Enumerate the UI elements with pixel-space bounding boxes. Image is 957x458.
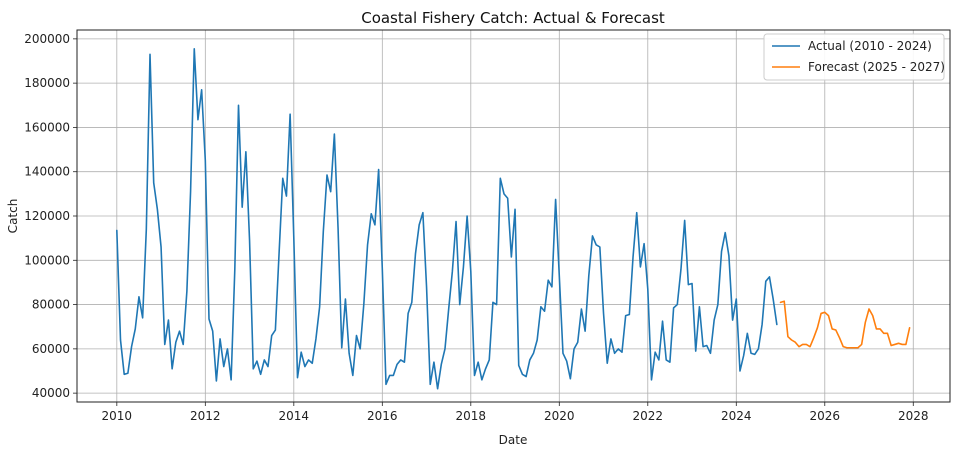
- y-tick-label: 100000: [24, 253, 70, 267]
- series-layer: [116, 48, 911, 390]
- x-tick-label: 2020: [544, 409, 575, 423]
- y-tick-label: 60000: [32, 342, 70, 356]
- y-axis: 40000 60000 80000 100000 120000 140000 160000 1…: [24, 32, 77, 400]
- y-tick-label: 120000: [24, 209, 70, 223]
- y-tick-label: 80000: [32, 298, 70, 312]
- legend-label-actual: Actual (2010 - 2024): [808, 39, 932, 53]
- legend: Actual (2010 - 2024) Forecast (2025 - 20…: [763, 33, 945, 81]
- chart-title: Coastal Fishery Catch: Actual & Forecast: [361, 9, 665, 27]
- x-tick-label: 2014: [279, 409, 310, 423]
- series-line-actual: [116, 48, 778, 390]
- x-axis-title: Date: [499, 433, 528, 447]
- x-tick-label: 2026: [810, 409, 841, 423]
- legend-box: [763, 33, 945, 81]
- legend-label-forecast: Forecast (2025 - 2027): [808, 60, 945, 74]
- y-tick-label: 200000: [24, 32, 70, 46]
- x-tick-label: 2022: [633, 409, 664, 423]
- x-tick-label: 2018: [456, 409, 487, 423]
- series-line-forecast: [779, 300, 911, 349]
- x-tick-label: 2012: [190, 409, 221, 423]
- x-tick-label: 2010: [102, 409, 133, 423]
- y-tick-label: 140000: [24, 165, 70, 179]
- x-tick-label: 2024: [721, 409, 752, 423]
- x-tick-label: 2028: [898, 409, 929, 423]
- y-tick-label: 180000: [24, 76, 70, 90]
- x-tick-label: 2016: [367, 409, 398, 423]
- y-tick-label: 40000: [32, 386, 70, 400]
- y-tick-label: 160000: [24, 120, 70, 134]
- y-axis-title: Catch: [6, 199, 20, 234]
- x-axis: 2010 2012 2014 2016 2018 2020 2022 2024 2026 2028: [102, 402, 929, 423]
